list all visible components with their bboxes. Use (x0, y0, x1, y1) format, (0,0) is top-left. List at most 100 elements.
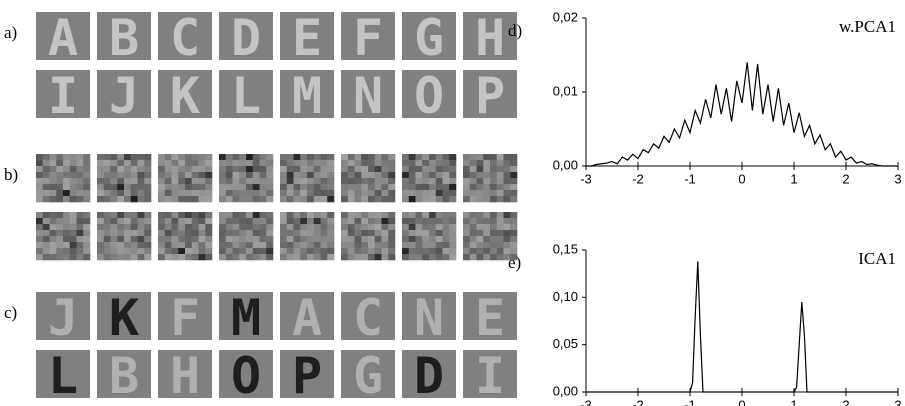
noise-pixel (402, 160, 409, 166)
noise-pixel (246, 242, 253, 248)
noise-pixel (470, 230, 477, 236)
noise-pixel (490, 254, 497, 260)
noise-pixel (409, 160, 416, 166)
noise-pixel (266, 172, 273, 178)
noise-pixel (422, 242, 429, 248)
noise-pixel (294, 184, 301, 190)
noise-pixel (510, 236, 517, 242)
noise-pixel (192, 224, 199, 230)
noise-pixel (219, 248, 226, 254)
noise-pixel (388, 230, 395, 236)
noise-pixel (97, 242, 104, 248)
noise-pixel (314, 230, 321, 236)
noise-pixel (436, 224, 443, 230)
noise-pixel (253, 190, 260, 196)
tile-letter: C (170, 9, 200, 67)
noise-pixel (382, 218, 389, 224)
noise-pixel (56, 230, 63, 236)
noise-pixel (83, 190, 90, 196)
noise-pixel (470, 254, 477, 260)
noise-pixel (321, 184, 328, 190)
noise-pixel (226, 230, 233, 236)
noise-pixel (104, 190, 111, 196)
noise-pixel (327, 242, 334, 248)
noise-pixel (510, 184, 517, 190)
noise-pixel (138, 236, 145, 242)
noise-pixel (436, 166, 443, 172)
noise-pixel (172, 154, 179, 160)
noise-pixel (63, 254, 70, 260)
noise-pixel (463, 154, 470, 160)
noise-pixel (83, 248, 90, 254)
noise-pixel (226, 178, 233, 184)
noise-pixel (510, 172, 517, 178)
noise-pixel (205, 212, 212, 218)
noise-pixel (429, 190, 436, 196)
x-tick-label: 0 (738, 171, 745, 186)
noise-pixel (348, 218, 355, 224)
noise-pixel (138, 248, 145, 254)
noise-pixel (138, 196, 145, 202)
noise-pixel (205, 248, 212, 254)
noise-pixel (165, 230, 172, 236)
noise-pixel (172, 230, 179, 236)
noise-pixel (490, 172, 497, 178)
noise-pixel (83, 178, 90, 184)
noise-pixel (199, 236, 206, 242)
noise-pixel (70, 190, 77, 196)
noise-pixel (219, 242, 226, 248)
noise-pixel (131, 172, 138, 178)
chart-title: ICA1 (858, 249, 896, 268)
noise-pixel (361, 212, 368, 218)
noise-pixel (287, 248, 294, 254)
tile-letter: P (475, 67, 505, 125)
noise-pixel (470, 242, 477, 248)
noise-pixel (470, 160, 477, 166)
noise-pixel (205, 196, 212, 202)
noise-pixel (192, 154, 199, 160)
noise-pixel (388, 160, 395, 166)
noise-pixel (131, 242, 138, 248)
tile-letter: B (109, 9, 139, 67)
noise-pixel (449, 218, 456, 224)
noise-pixel (253, 154, 260, 160)
noise-pixel (355, 224, 362, 230)
noise-pixel (70, 172, 77, 178)
noise-pixel (422, 236, 429, 242)
noise-pixel (178, 190, 185, 196)
noise-pixel (388, 236, 395, 242)
noise-pixel (117, 166, 124, 172)
noise-pixel (233, 160, 240, 166)
noise-pixel (327, 172, 334, 178)
noise-pixel (422, 184, 429, 190)
noise-pixel (470, 212, 477, 218)
noise-pixel (205, 172, 212, 178)
noise-pixel (497, 224, 504, 230)
noise-pixel (510, 218, 517, 224)
noise-pixel (77, 248, 84, 254)
noise-pixel (382, 242, 389, 248)
noise-pixel (104, 242, 111, 248)
noise-pixel (199, 166, 206, 172)
noise-pixel (83, 160, 90, 166)
noise-pixel (158, 172, 165, 178)
noise-pixel (402, 184, 409, 190)
noise-pixel (280, 218, 287, 224)
noise-pixel (43, 190, 50, 196)
noise-pixel (490, 248, 497, 254)
noise-pixel (463, 242, 470, 248)
noise-pixel (422, 254, 429, 260)
noise-pixel (50, 178, 57, 184)
noise-pixel (422, 172, 429, 178)
noise-pixel (260, 224, 267, 230)
noise-pixel (314, 172, 321, 178)
noise-pixel (205, 236, 212, 242)
noise-pixel (131, 190, 138, 196)
noise-pixel (165, 184, 172, 190)
noise-pixel (97, 184, 104, 190)
noise-pixel (131, 166, 138, 172)
noise-pixel (287, 254, 294, 260)
noise-pixel (490, 160, 497, 166)
noise-pixel (165, 196, 172, 202)
noise-pixel (300, 178, 307, 184)
